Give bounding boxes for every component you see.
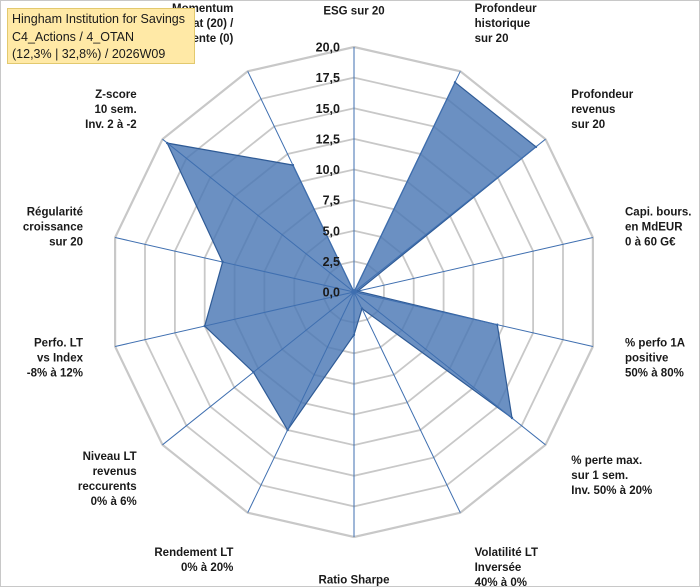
axis-label-line: vs Index xyxy=(37,352,84,364)
axis-label-line: Note xyxy=(341,0,367,3)
radar-axis-labels: Note ESG sur 20 Profondeur historique sur 20… xyxy=(23,0,692,587)
axis-label-line: Profondeur xyxy=(475,3,537,15)
axis-label-line: 0% à 6% xyxy=(91,496,137,508)
tick-label-0: 0,0 xyxy=(323,286,340,300)
axis-label-10: Perfo. LT vs Index -8% à 12% xyxy=(27,337,84,379)
axis-label-line: positive xyxy=(625,352,668,364)
chart-title-company: Hingham Institution for Savings xyxy=(12,12,186,26)
spoke-4 xyxy=(353,291,594,347)
axis-label-line: sur 1 sem. xyxy=(571,470,628,482)
radar-series-layer xyxy=(166,81,538,432)
spoke-1 xyxy=(353,71,461,293)
axis-label-line: sur 20 xyxy=(49,237,83,249)
axis-label-line: Niveau LT xyxy=(83,451,137,463)
spoke-12 xyxy=(162,138,355,293)
axis-label-line: Inv. 50% à 20% xyxy=(571,485,652,497)
spoke-10 xyxy=(114,291,355,347)
axis-label-line: 40% à 0% xyxy=(475,577,527,587)
chart-title-box: Hingham Institution for Savings C4_Actio… xyxy=(7,8,195,64)
axis-label-line: Perfo. LT xyxy=(34,337,83,349)
axis-label-line: Vente (0) xyxy=(185,33,233,45)
chart-title-category: C4_Actions / 4_OTAN xyxy=(12,29,135,44)
tick-label-5: 12,5 xyxy=(316,132,340,146)
spoke-9 xyxy=(162,291,355,446)
axis-label-line: sur 20 xyxy=(475,33,509,45)
tick-label-6: 15,0 xyxy=(316,102,340,116)
spoke-2 xyxy=(353,138,546,293)
tick-label-2: 5,0 xyxy=(323,224,340,238)
axis-label-6: Volatilité LT Inversée 40% à 0% xyxy=(475,547,538,587)
spoke-11 xyxy=(114,237,355,293)
axis-label-line: historique xyxy=(475,18,531,30)
radar-tick-labels: 0,0 2,5 5,0 7,5 10,0 12,5 15,0 17,5 20,0 xyxy=(316,41,340,300)
axis-label-4: % perfo 1A positive 50% à 80% xyxy=(625,337,685,379)
tick-label-4: 10,0 xyxy=(316,163,340,177)
axis-label-line: Profondeur xyxy=(571,89,633,101)
tick-label-1: 2,5 xyxy=(323,255,340,269)
spoke-3 xyxy=(353,237,594,293)
axis-label-9: Niveau LT revenus reccurents 0% à 6% xyxy=(78,451,137,508)
axis-label-line: Ratio Sharpe xyxy=(319,575,390,587)
axis-label-line: revenus xyxy=(93,466,137,478)
series-area xyxy=(166,81,537,432)
chart-title-stats: (12,3% | 32,8%) / 2026W09 xyxy=(12,47,166,61)
axis-label-line: Régularité xyxy=(27,207,83,219)
axis-label-line: -8% à 12% xyxy=(27,367,83,379)
axis-label-line: Rendement LT xyxy=(154,547,233,559)
spoke-6 xyxy=(353,291,461,513)
radar-spokes xyxy=(114,47,594,537)
axis-label-2: Profondeur revenus sur 20 xyxy=(571,89,633,131)
axis-label-line: 50% à 80% xyxy=(625,367,684,379)
axis-label-line: en MdEUR xyxy=(625,222,683,234)
axis-label-line: reccurents xyxy=(78,481,137,493)
axis-label-line: Inv. 2 à -2 xyxy=(85,119,137,131)
spoke-5 xyxy=(353,291,546,446)
axis-label-line: Z-score xyxy=(95,89,137,101)
axis-label-0: Note ESG sur 20 xyxy=(323,0,384,18)
axis-label-line: sur 20 xyxy=(571,119,605,131)
tick-label-3: 7,5 xyxy=(323,194,340,208)
tick-label-8: 20,0 xyxy=(316,41,340,55)
axis-label-1: Profondeur historique sur 20 xyxy=(475,3,537,45)
axis-label-line: % perfo 1A xyxy=(625,337,685,349)
axis-label-line: Inversée xyxy=(475,562,522,574)
axis-label-line: Volatilité LT xyxy=(475,547,538,559)
axis-label-line: 0% à 20% xyxy=(181,562,233,574)
tick-label-7: 17,5 xyxy=(316,71,340,85)
axis-label-line: 10 sem. xyxy=(94,104,136,116)
axis-label-line: ESG sur 20 xyxy=(323,6,384,18)
axis-label-12: Z-score 10 sem. Inv. 2 à -2 xyxy=(85,89,137,131)
axis-label-5: % perte max. sur 1 sem. Inv. 50% à 20% xyxy=(571,455,652,497)
axis-label-line: 0 à 60 G€ xyxy=(625,237,676,249)
spoke-13 xyxy=(247,71,355,293)
axis-label-8: Rendement LT 0% à 20% xyxy=(154,547,233,574)
axis-label-line: % perte max. xyxy=(571,455,642,467)
axis-label-7: Ratio Sharpe0 à 1 xyxy=(319,575,390,587)
axis-label-11: Régularité croissance sur 20 xyxy=(23,207,83,249)
axis-label-line: Capi. bours. xyxy=(625,207,691,219)
axis-label-line: croissance xyxy=(23,222,83,234)
axis-label-line: revenus xyxy=(571,104,615,116)
spoke-8 xyxy=(247,291,355,513)
axis-label-3: Capi. bours. en MdEUR 0 à 60 G€ xyxy=(625,207,691,249)
